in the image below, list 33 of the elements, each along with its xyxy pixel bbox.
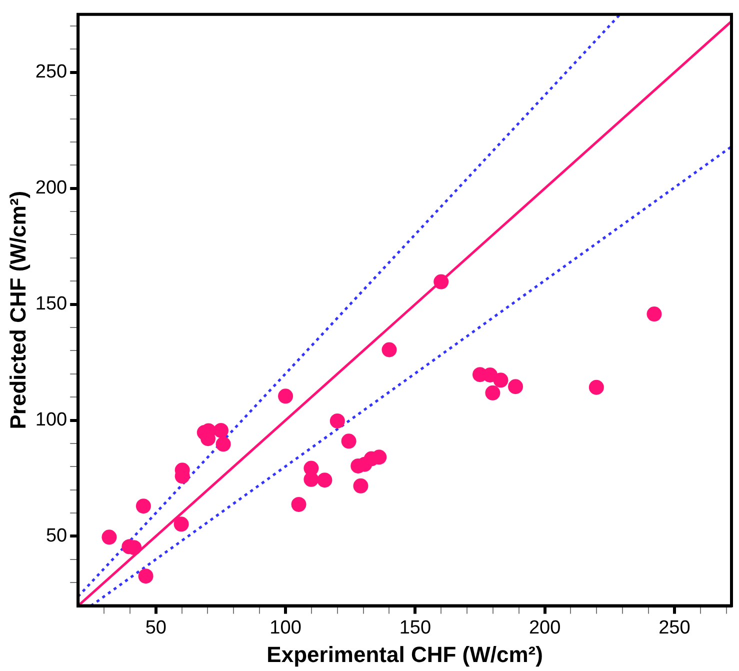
point	[304, 472, 319, 487]
x-tick-label: 100	[270, 617, 302, 638]
y-tick-label: 50	[46, 525, 68, 546]
x-axis-title: Experimental CHF (W/cm²)	[266, 642, 543, 667]
point	[508, 379, 524, 394]
point	[278, 388, 294, 404]
x-tick-label: 200	[528, 617, 561, 638]
y-tick-label: 250	[35, 62, 68, 83]
y-tick-label: 150	[35, 294, 68, 315]
y-tick-label: 200	[35, 178, 68, 199]
x-tick-label: 50	[145, 617, 166, 638]
y-axis-title: Predicted CHF (W/cm²)	[5, 190, 30, 430]
x-tick-label: 150	[399, 617, 432, 638]
point	[588, 380, 604, 395]
point	[434, 274, 449, 290]
point	[646, 306, 662, 322]
point	[136, 498, 151, 514]
point	[138, 568, 154, 584]
point	[174, 516, 189, 532]
point	[341, 434, 356, 449]
point	[213, 422, 228, 438]
point	[291, 496, 306, 512]
point	[102, 530, 117, 545]
point	[216, 436, 231, 452]
point	[485, 385, 500, 400]
point	[372, 450, 387, 465]
point	[382, 342, 397, 358]
point	[330, 413, 345, 428]
x-tick-label: 250	[658, 617, 690, 638]
point	[493, 372, 508, 388]
y-tick-label: 100	[35, 409, 68, 430]
point	[353, 478, 368, 494]
point	[317, 472, 332, 488]
